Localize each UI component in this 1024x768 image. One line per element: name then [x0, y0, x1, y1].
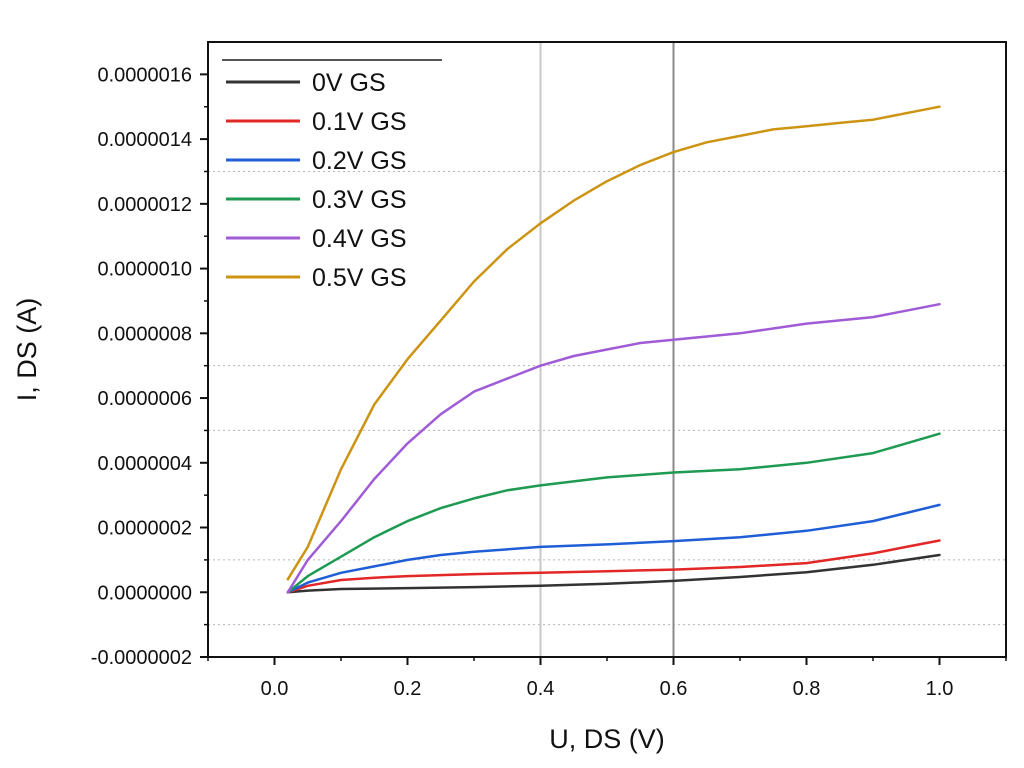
y-tick-label: 0.0000002 [97, 518, 192, 540]
series-line-3 [286, 432, 941, 594]
x-tick-label: 0.8 [793, 678, 821, 700]
y-tick-label: 0.0000016 [97, 64, 192, 86]
y-axis-label: I, DS (A) [12, 298, 42, 402]
y-tick-label: 0.0000014 [97, 129, 192, 151]
series-line-2 [286, 503, 941, 594]
legend-label: 0.1V GS [312, 108, 407, 136]
x-tick-label: 0.6 [660, 678, 688, 700]
series-lines [286, 105, 941, 594]
legend-label: 0.2V GS [312, 147, 407, 175]
y-tick-label: 0.0000006 [97, 388, 192, 410]
y-tick-label: -0.0000002 [91, 647, 192, 669]
y-tick-label: 0.0000000 [97, 582, 192, 604]
x-tick-label: 0.4 [527, 678, 555, 700]
series-line-4 [286, 302, 941, 594]
gridlines [208, 42, 1006, 657]
legend-label: 0.3V GS [312, 186, 407, 214]
legend: 0V GS 0.1V GS 0.2V GS 0.3V GS 0.4V GS 0.5V GS [222, 59, 442, 292]
x-tick-label: 1.0 [926, 678, 954, 700]
y-tick-label: 0.0000004 [97, 453, 192, 475]
y-tick-label: 0.0000008 [97, 323, 192, 345]
legend-label: 0.5V GS [312, 264, 407, 292]
y-tick-label: 0.0000012 [97, 194, 192, 216]
series-line-5 [286, 105, 941, 581]
legend-label: 0V GS [312, 69, 386, 97]
y-axis-ticks: -0.0000002 0.0000000 0.0000002 0.0000004 0.0… [91, 64, 208, 669]
x-tick-label: 0.0 [261, 678, 289, 700]
legend-label: 0.4V GS [312, 225, 407, 253]
x-axis-ticks: 0.0 0.2 0.4 0.6 0.8 1.0 [207, 657, 1007, 700]
series-line-0 [286, 553, 941, 594]
x-axis-label: U, DS (V) [549, 724, 665, 754]
series-line-1 [286, 539, 941, 594]
x-tick-label: 0.2 [394, 678, 422, 700]
y-tick-label: 0.0000010 [97, 259, 192, 281]
